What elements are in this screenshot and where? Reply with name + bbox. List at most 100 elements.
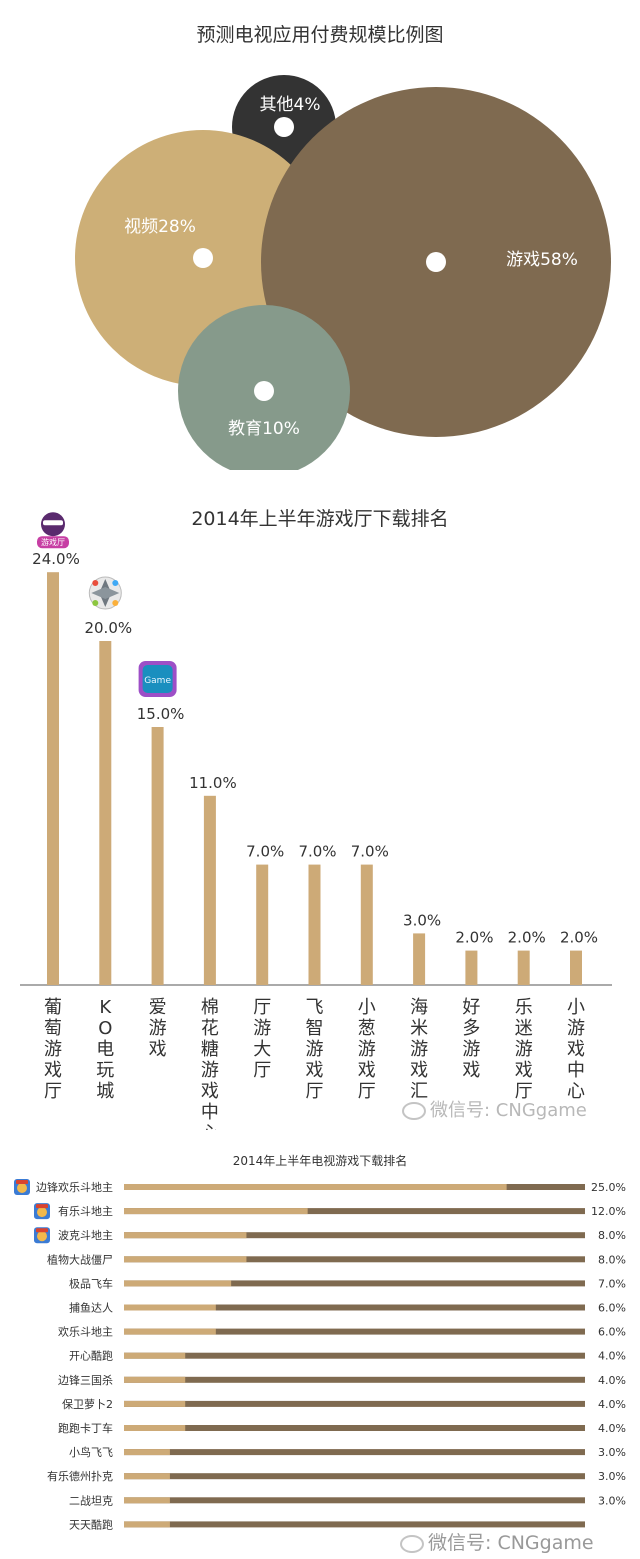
row-track-8 [124, 1376, 585, 1383]
bar-5 [308, 864, 321, 985]
grape-hall-icon: 游戏厅 [37, 512, 69, 549]
value-label-4: 7.0% [246, 843, 284, 861]
game-icon-hat [16, 1180, 28, 1184]
row-label-14: 天天酷跑 [69, 1517, 113, 1531]
row-track-5 [124, 1304, 585, 1311]
value-label-1: 20.0% [84, 619, 132, 637]
value-label-8: 2.0% [455, 929, 493, 947]
value-label-9: 2.0% [508, 929, 546, 947]
row-track-9 [124, 1400, 585, 1407]
bar-2 [151, 727, 164, 985]
row-track-6 [124, 1328, 585, 1335]
row-fill-11 [124, 1449, 170, 1456]
row-track-11 [124, 1449, 585, 1456]
love-screen-text: Game [144, 676, 171, 686]
row-track-12 [124, 1473, 585, 1480]
row-label-12: 有乐德州扑克 [47, 1469, 113, 1483]
ko-dot-yellow [112, 600, 119, 606]
watermark-bottom: 微信号: CNGgame [400, 1528, 594, 1555]
slice-dot-教育 [254, 381, 274, 401]
payment-share-chart: 预测电视应用付费规模比例图 其他4% 视频28% 游戏58% 教育10% [0, 0, 640, 470]
bar-1 [99, 641, 112, 985]
row-label-9: 保卫萝卜2 [62, 1397, 113, 1411]
game-hall-ranking-chart: 2014年上半年游戏厅下载排名 24.0% 葡萄游戏厅 20.0% K O 电玩城 15.0… [0, 470, 640, 1130]
row-label-10: 跑跑卡丁车 [58, 1421, 113, 1435]
row-label-1: 有乐斗地主 [58, 1204, 113, 1218]
game-hall-ranking-title: 2014年上半年游戏厅下载排名 [191, 508, 449, 530]
payment-share-title: 预测电视应用付费规模比例图 [196, 24, 444, 46]
row-fill-3 [124, 1256, 247, 1263]
row-value-9: 4.0% [598, 1398, 626, 1411]
row-label-13: 二战坦克 [69, 1493, 113, 1507]
row-value-11: 3.0% [598, 1446, 626, 1459]
row-fill-8 [124, 1376, 186, 1383]
row-value-13: 3.0% [598, 1494, 626, 1507]
row-value-7: 4.0% [598, 1350, 626, 1363]
game-icon-hat [36, 1204, 48, 1209]
wechat-icon [400, 1534, 424, 1553]
category-label-2: 爱游戏 [149, 997, 167, 1060]
ko-dot-blue [112, 580, 119, 586]
row-track-1 [124, 1208, 585, 1215]
row-fill-9 [124, 1400, 186, 1407]
row-fill-2 [124, 1232, 247, 1239]
watermark-bottom-text: 微信号: CNGgame [428, 1532, 594, 1554]
category-label-3: 棉花糖游戏中心 [201, 997, 219, 1130]
category-label-10: 小游戏中心 [567, 997, 585, 1102]
bianfeng-landlord-icon [14, 1179, 30, 1195]
row-value-8: 4.0% [598, 1374, 626, 1387]
row-fill-12 [124, 1473, 170, 1480]
bar-4 [256, 864, 269, 985]
slice-label-游戏: 游戏58% [506, 250, 578, 270]
slice-dot-游戏 [426, 252, 446, 272]
row-label-5: 捕鱼达人 [69, 1301, 113, 1315]
category-label-6: 小葱游戏厅 [358, 997, 376, 1102]
bar-10 [570, 950, 582, 985]
ko-dot-green [92, 600, 99, 606]
tv-game-ranking-plot: 边锋欢乐斗地主 25.0% 有乐斗地主 12.0% 波克斗地主 8.0% 植物大战僵尸 8.0… [14, 1179, 626, 1531]
ko-arcade-icon [88, 576, 122, 610]
row-value-5: 6.0% [598, 1302, 626, 1315]
grape-mask [43, 520, 63, 526]
youle-landlord-icon [34, 1203, 50, 1220]
row-label-7: 开心酷跑 [69, 1349, 113, 1363]
row-track-10 [124, 1425, 585, 1431]
row-value-3: 8.0% [598, 1253, 626, 1266]
row-fill-1 [124, 1208, 308, 1215]
bar-8 [465, 950, 478, 985]
slice-dot-其他 [274, 117, 294, 137]
row-track-4 [124, 1280, 585, 1287]
row-value-10: 4.0% [598, 1422, 626, 1435]
row-fill-6 [124, 1328, 216, 1335]
slice-dot-视频 [193, 248, 213, 268]
slice-label-其他: 其他4% [260, 95, 321, 115]
value-label-7: 3.0% [403, 911, 441, 929]
value-label-6: 7.0% [351, 843, 389, 861]
bar-3 [203, 795, 216, 985]
love-game-icon: Game [138, 661, 177, 697]
row-fill-7 [124, 1352, 186, 1359]
value-label-10: 2.0% [560, 929, 598, 947]
tv-game-ranking-title: 2014年上半年电视游戏下载排名 [232, 1154, 408, 1168]
row-label-8: 边锋三国杀 [58, 1373, 113, 1387]
row-label-3: 植物大战僵尸 [47, 1252, 113, 1266]
row-value-0: 25.0% [591, 1181, 626, 1194]
row-value-6: 6.0% [598, 1326, 626, 1339]
value-label-3: 11.0% [189, 774, 237, 792]
tv-game-ranking-chart: 2014年上半年电视游戏下载排名 边锋欢乐斗地主 25.0% 有乐斗地主 12.0% 波… [0, 1140, 640, 1559]
slice-label-视频: 视频28% [124, 217, 196, 237]
row-track-14 [124, 1521, 585, 1528]
grape-tag-text: 游戏厅 [41, 537, 65, 547]
bar-6 [360, 864, 373, 985]
row-label-4: 极品飞车 [69, 1276, 113, 1290]
game-icon-face [37, 1207, 47, 1218]
category-label-4: 厅游大厅 [253, 997, 271, 1081]
row-fill-0 [124, 1184, 507, 1190]
boke-landlord-icon [34, 1227, 50, 1244]
row-fill-13 [124, 1497, 170, 1504]
row-fill-5 [124, 1304, 216, 1311]
watermark-text: 微信号: CNGgame [430, 1100, 587, 1121]
value-label-2: 15.0% [137, 705, 185, 723]
category-label-1: K O 电玩城 [96, 997, 114, 1102]
